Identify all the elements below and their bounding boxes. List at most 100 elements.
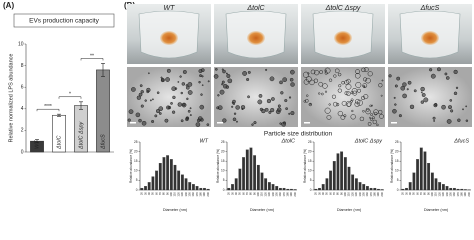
bar <box>203 187 206 191</box>
x-tick-label: 200 <box>206 192 210 197</box>
panel-label: (A) <box>3 1 14 10</box>
micrograph <box>127 67 211 127</box>
vesicle <box>337 88 342 93</box>
vesicle <box>326 114 332 120</box>
x-tick-label: 140 <box>445 192 449 197</box>
y-tick-label: 20 <box>221 149 225 153</box>
vesicle <box>140 90 144 94</box>
vesicle <box>406 88 409 91</box>
y-axis-label: Relative abundance (%) <box>129 149 133 183</box>
x-tick-label: 110 <box>173 192 177 197</box>
vesicle <box>282 77 287 82</box>
vesicle <box>289 77 294 82</box>
vesicle <box>396 76 401 81</box>
vesicle <box>365 108 371 115</box>
y-tick-label: 5 <box>397 178 399 182</box>
vesicle <box>362 83 368 89</box>
x-tick-label: 130 <box>354 192 358 197</box>
vesicle <box>465 119 469 122</box>
vesicle <box>177 81 180 83</box>
bar <box>166 155 170 191</box>
bar <box>329 170 332 191</box>
bar-label: WT <box>34 140 40 149</box>
vesicle <box>324 69 327 72</box>
vesicle <box>152 98 154 101</box>
x-tick-label: 110 <box>434 192 438 197</box>
x-tick-label: 30 <box>317 192 321 196</box>
bar <box>234 178 238 191</box>
x-axis-label: Diameter (nm) <box>163 208 188 212</box>
x-tick-label: 140 <box>358 192 362 197</box>
vesicle <box>400 85 406 91</box>
x-tick-label: 30 <box>230 192 234 196</box>
significance-bracket <box>58 96 82 99</box>
x-tick-label: 150 <box>274 192 278 197</box>
vesicle <box>351 88 358 94</box>
bar-label: ΔtolC <box>56 136 62 150</box>
bar <box>449 187 453 191</box>
pellet <box>334 31 352 45</box>
bar-label: ΔtolC Δspy <box>78 121 84 150</box>
vesicle <box>322 83 328 89</box>
vesicle <box>268 110 272 114</box>
bar <box>177 170 181 191</box>
pellet <box>160 31 178 45</box>
title-box <box>13 13 115 28</box>
vesicle <box>281 122 286 127</box>
y-tick-label: 15 <box>134 159 138 163</box>
vesicle <box>324 71 328 75</box>
vesicle <box>448 105 453 110</box>
y-axis-label: Relative abundance (%) <box>216 149 220 183</box>
vesicle <box>450 109 454 113</box>
x-tick-label: 140 <box>184 192 188 197</box>
y-tick-label: 0 <box>397 188 399 192</box>
x-tick-label: 90 <box>339 192 343 196</box>
vesicle <box>350 114 356 120</box>
vesicle <box>235 105 240 110</box>
bar <box>275 186 279 191</box>
vesicle <box>361 95 366 101</box>
y-tick-label: 10 <box>18 41 24 47</box>
vesicle <box>388 74 392 78</box>
vesicle <box>378 83 383 88</box>
vesicle <box>277 104 281 108</box>
x-tick-label: 20 <box>227 192 231 196</box>
vesicle <box>222 69 226 74</box>
vesicle <box>462 108 464 111</box>
vesicle <box>361 67 366 73</box>
vesicle <box>221 83 224 86</box>
vesicle <box>409 104 415 110</box>
vesicle <box>233 112 237 115</box>
vesicle <box>151 119 155 124</box>
vesicle <box>344 91 349 96</box>
strain-label: ΔtolC Δspy <box>325 5 361 12</box>
y-tick-label: 6 <box>21 85 24 91</box>
x-tick-label: 50 <box>412 192 416 196</box>
vesicle <box>158 106 164 112</box>
y-tick-label: 10 <box>134 169 138 173</box>
significance-label: ** <box>90 53 94 59</box>
bar <box>184 178 188 191</box>
vesicle <box>355 98 361 105</box>
x-tick-label: 130 <box>441 192 445 197</box>
vesicle <box>402 93 407 99</box>
bar <box>362 184 366 191</box>
vesicle <box>226 74 231 79</box>
vesicle <box>343 114 347 118</box>
x-tick-label: 170 <box>195 192 199 197</box>
vesicle <box>328 78 333 82</box>
x-tick-label: 80 <box>336 192 340 196</box>
vesicle <box>217 94 220 97</box>
vesicle <box>146 90 150 94</box>
x-tick-label: 90 <box>426 192 430 196</box>
vesicle <box>180 119 184 123</box>
vesicle <box>196 118 201 123</box>
x-tick-label: 70 <box>332 192 336 196</box>
vesicle <box>171 86 176 91</box>
bar <box>256 164 260 191</box>
bar <box>464 189 467 191</box>
vesicle <box>261 108 266 114</box>
vesicle <box>357 88 362 93</box>
vesicle <box>365 77 371 84</box>
x-tick-label: 70 <box>419 192 423 196</box>
